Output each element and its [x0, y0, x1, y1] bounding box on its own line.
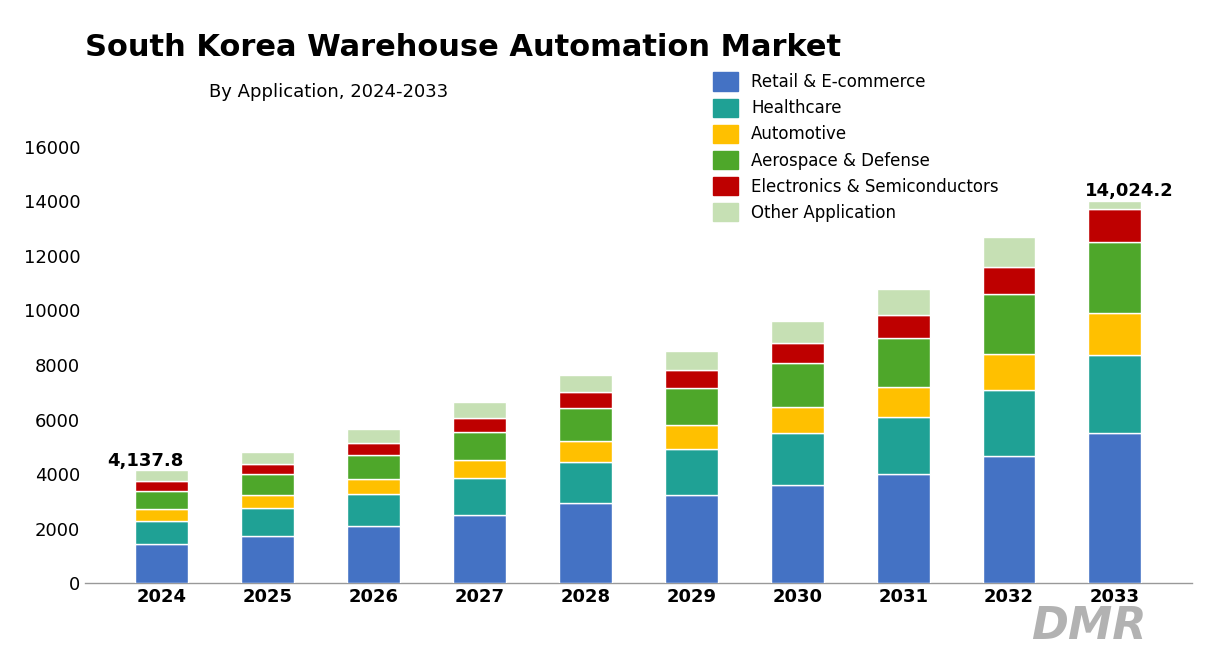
Bar [454, 418, 506, 432]
Bar [135, 471, 188, 481]
Text: By Application, 2024-2033: By Application, 2024-2033 [209, 83, 447, 101]
Bar [665, 426, 717, 449]
Bar [454, 460, 506, 478]
Bar [348, 443, 400, 455]
Bar [1088, 313, 1142, 355]
Bar [771, 343, 823, 363]
Bar [771, 485, 823, 583]
Bar [135, 509, 188, 520]
Bar [771, 434, 823, 485]
Bar [877, 337, 929, 387]
Bar [665, 389, 717, 426]
Bar [983, 267, 1036, 294]
Bar [559, 408, 612, 441]
Legend: Retail & E-commerce, Healthcare, Automotive, Aerospace & Defense, Electronics & : Retail & E-commerce, Healthcare, Automot… [708, 68, 1003, 227]
Text: DMR: DMR [1031, 605, 1145, 648]
Text: South Korea Warehouse Automation Market: South Korea Warehouse Automation Market [85, 33, 841, 62]
Bar [454, 515, 506, 583]
Bar [771, 406, 823, 434]
Bar [983, 390, 1036, 457]
Bar [559, 462, 612, 503]
Bar [454, 432, 506, 460]
Bar [877, 387, 929, 417]
Bar [1088, 201, 1142, 210]
Bar [454, 478, 506, 515]
Text: 4,137.8: 4,137.8 [107, 452, 184, 470]
Bar [877, 314, 929, 337]
Bar [241, 452, 294, 463]
Bar [241, 509, 294, 536]
Bar [348, 429, 400, 443]
Bar [135, 491, 188, 509]
Bar [665, 370, 717, 389]
Bar [559, 441, 612, 462]
Bar [665, 495, 717, 583]
Bar [983, 354, 1036, 390]
Bar [241, 463, 294, 474]
Bar [559, 392, 612, 408]
Bar [771, 320, 823, 343]
Bar [454, 402, 506, 418]
Bar [135, 520, 188, 544]
Bar [348, 455, 400, 479]
Bar [983, 237, 1036, 267]
Bar [1088, 355, 1142, 434]
Bar [983, 294, 1036, 354]
Bar [877, 289, 929, 314]
Bar [348, 494, 400, 526]
Bar [1088, 434, 1142, 583]
Bar [771, 363, 823, 406]
Bar [559, 375, 612, 392]
Bar [135, 544, 188, 583]
Bar [241, 536, 294, 583]
Bar [983, 457, 1036, 583]
Bar [241, 495, 294, 509]
Bar [241, 474, 294, 495]
Bar [877, 474, 929, 583]
Bar [1088, 210, 1142, 242]
Text: 14,024.2: 14,024.2 [1085, 182, 1173, 200]
Bar [665, 449, 717, 495]
Bar [665, 351, 717, 370]
Bar [348, 526, 400, 583]
Bar [1088, 242, 1142, 313]
Bar [135, 481, 188, 491]
Bar [877, 417, 929, 474]
Bar [348, 479, 400, 494]
Bar [559, 503, 612, 583]
